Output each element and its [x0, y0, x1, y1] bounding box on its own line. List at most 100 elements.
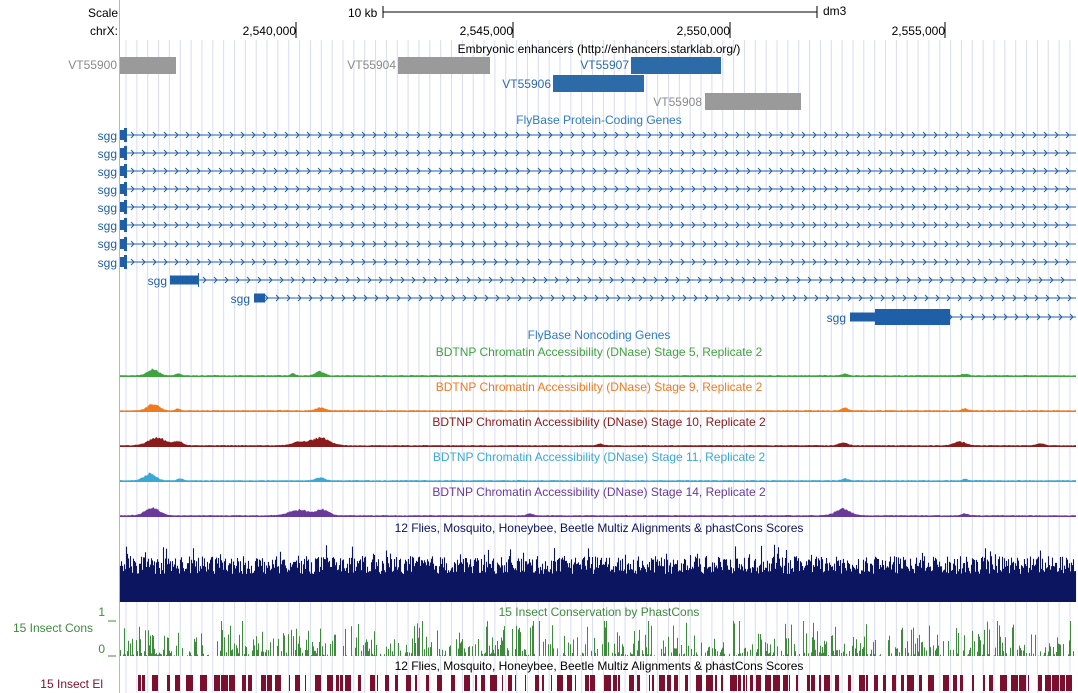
gene-strand-arrows-5 [130, 203, 1070, 211]
gene-label-sgg-9[interactable]: sgg [147, 274, 167, 288]
enhancer-label-vt55908[interactable]: VT55908 [653, 95, 702, 109]
conserved-element [1019, 675, 1026, 691]
conserved-element [186, 675, 193, 691]
gene-strand-arrows-4 [130, 185, 1070, 193]
enhancer-label-vt55904[interactable]: VT55904 [347, 58, 396, 72]
conserved-element [637, 675, 640, 691]
elements-side-label[interactable]: 15 Insect El [40, 677, 103, 691]
gene-exon [124, 200, 127, 214]
conserved-element [415, 675, 417, 691]
enhancer-label-vt55900[interactable]: VT55900 [68, 58, 117, 72]
conserved-element [345, 675, 351, 691]
conserved-element [138, 675, 141, 691]
conserved-element [953, 675, 957, 691]
elements-track-title[interactable]: 12 Flies, Mosquito, Honeybee, Beetle Mul… [394, 659, 804, 673]
conserved-element [907, 675, 914, 691]
phastcons-axis-max: 1 [98, 605, 105, 619]
dnase-signal-stage-2 [120, 403, 1076, 411]
conserved-element [613, 675, 617, 691]
conserved-element [789, 675, 790, 691]
gene-label-sgg-2[interactable]: sgg [97, 147, 117, 161]
conserved-element [525, 675, 526, 691]
gene-label-sgg-5[interactable]: sgg [97, 201, 117, 215]
gene-label-sgg-6[interactable]: sgg [97, 219, 117, 233]
conserved-element [685, 675, 688, 691]
gene-exon [120, 184, 124, 194]
dnase-stage11-title[interactable]: BDTNP Chromatin Accessibility (DNase) St… [432, 450, 766, 464]
dnase-stage9-title[interactable]: BDTNP Chromatin Accessibility (DNase) St… [435, 380, 763, 394]
phastcons-side-label[interactable]: 15 Insect Cons [12, 621, 93, 635]
gene-exon [120, 166, 124, 176]
conserved-element [866, 675, 868, 691]
phastcons-track-title[interactable]: 15 Insect Conservation by PhastCons [498, 605, 700, 619]
flybase-coding-track-title[interactable]: FlyBase Protein-Coding Genes [516, 113, 682, 127]
gene-exon [120, 220, 124, 230]
dnase-stage5-title[interactable]: BDTNP Chromatin Accessibility (DNase) St… [435, 345, 763, 359]
conserved-element [289, 675, 290, 691]
conserved-element [783, 675, 788, 691]
flybase-noncoding-track-title[interactable]: FlyBase Noncoding Genes [527, 328, 671, 342]
gene-label-sgg-1[interactable]: sgg [97, 129, 117, 143]
enhancer-box-vt55908 [705, 93, 801, 110]
enhancer-label-vt55906[interactable]: VT55906 [502, 77, 551, 91]
conserved-element [1011, 675, 1018, 691]
conserved-element [275, 675, 281, 691]
enhancer-box-vt55907 [631, 57, 721, 74]
conserved-element [152, 675, 158, 691]
conserved-element [437, 675, 442, 691]
conserved-element [167, 675, 170, 691]
gene-label-sgg-7[interactable]: sgg [97, 237, 117, 251]
conserved-element [773, 675, 780, 691]
conserved-element [575, 675, 576, 691]
conserved-element [1000, 675, 1007, 691]
gene-label-sgg-4[interactable]: sgg [97, 183, 117, 197]
phastcons-axis-min: 0 [98, 642, 105, 656]
conserved-element [426, 675, 429, 691]
conserved-element [490, 675, 497, 691]
conserved-element [377, 675, 378, 691]
gene-exon [124, 182, 127, 196]
conserved-element [142, 675, 145, 691]
conserved-element [395, 675, 398, 691]
conserved-element [370, 675, 375, 691]
dnase-signal-stage-4 [120, 472, 1076, 481]
gene-label-sgg-11[interactable]: sgg [826, 311, 846, 325]
gene-strand-arrows-1 [130, 131, 1070, 139]
conserved-element [715, 675, 717, 691]
conserved-element [604, 675, 611, 691]
conserved-element [659, 675, 665, 691]
conserved-element [551, 675, 552, 691]
gene-label-sgg-8[interactable]: sgg [97, 256, 117, 270]
conserved-element [743, 675, 745, 691]
conserved-element [989, 675, 993, 691]
dnase-stage14-title[interactable]: BDTNP Chromatin Accessibility (DNase) St… [432, 485, 766, 499]
gene-label-sgg-3[interactable]: sgg [97, 165, 117, 179]
conserved-element [874, 675, 878, 691]
multiz-track-title[interactable]: 12 Flies, Mosquito, Honeybee, Beetle Mul… [394, 521, 804, 535]
conserved-element [221, 675, 228, 691]
gene-exon [124, 255, 127, 269]
conserved-element [340, 675, 343, 691]
dnase-stage10-title[interactable]: BDTNP Chromatin Accessibility (DNase) St… [432, 415, 766, 429]
conserved-element [730, 675, 737, 691]
assembly-label: dm3 [823, 4, 847, 18]
gene-label-sgg-10[interactable]: sgg [230, 292, 250, 306]
conserved-element [807, 675, 810, 691]
conserved-element [972, 675, 974, 691]
gene-exon [875, 309, 950, 325]
scale-bar-label: 10 kb [348, 6, 378, 20]
conserved-element [618, 675, 620, 691]
enhancers-track-title[interactable]: Embryonic enhancers (http://enhancers.st… [457, 42, 741, 56]
enhancer-box-vt55906 [553, 75, 644, 92]
conserved-element [960, 675, 963, 691]
conserved-element [475, 675, 477, 691]
gene-exon [124, 218, 127, 232]
conserved-element [824, 675, 830, 691]
gene-strand-arrows-8 [130, 258, 1070, 266]
conserved-element [305, 675, 306, 691]
enhancer-label-vt55907[interactable]: VT55907 [580, 58, 629, 72]
conserved-element [756, 675, 761, 691]
gene-exon [124, 237, 127, 251]
